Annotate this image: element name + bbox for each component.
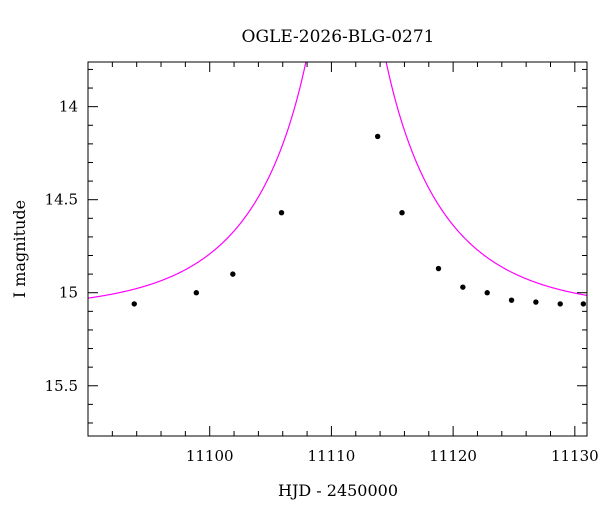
model-curve xyxy=(87,61,307,299)
y-tick-label: 15 xyxy=(59,284,78,302)
data-point xyxy=(508,297,515,303)
y-tick-label: 14 xyxy=(59,98,78,116)
model-curve-layer xyxy=(87,61,588,299)
x-tick-label: 11120 xyxy=(429,447,477,465)
data-point xyxy=(435,265,442,272)
y-tick-label: 14.5 xyxy=(45,191,78,209)
data-point xyxy=(460,284,466,290)
ticks-layer xyxy=(87,62,587,436)
data-point xyxy=(278,210,285,216)
plot-area xyxy=(87,61,588,437)
data-point xyxy=(557,301,563,307)
x-axis-label: HJD - 2450000 xyxy=(278,481,398,500)
y-axis-label: I magnitude xyxy=(10,200,29,298)
data-point xyxy=(399,210,405,216)
chart-title: OGLE-2026-BLG-0271 xyxy=(242,27,435,47)
y-tick-label: 15.5 xyxy=(45,377,78,395)
data-point xyxy=(374,133,381,140)
x-tick-label: 11100 xyxy=(186,447,234,465)
data-point xyxy=(193,290,200,296)
data-point xyxy=(580,301,587,307)
x-tick-label: 11110 xyxy=(308,447,356,465)
data-points-layer xyxy=(131,133,587,307)
model-curve xyxy=(385,62,588,297)
data-point xyxy=(131,301,137,307)
x-tick-label: 11130 xyxy=(551,447,599,465)
plot-frame xyxy=(87,61,588,437)
data-point xyxy=(533,299,539,305)
data-point xyxy=(484,290,490,296)
data-point xyxy=(230,271,236,277)
tick-labels-layer: 11100 11110 11120 11130 14 14.5 15 15.5 xyxy=(45,98,599,465)
